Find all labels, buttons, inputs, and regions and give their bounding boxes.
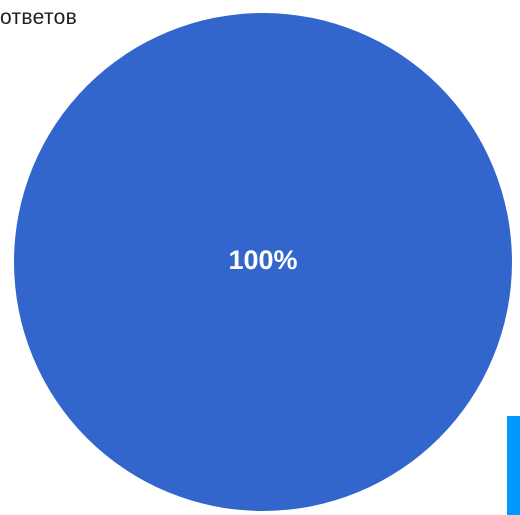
pie-slice-label: 100% xyxy=(228,245,297,275)
response-count-label: ответов xyxy=(0,6,78,29)
legend-color-marker xyxy=(507,416,520,515)
pie-slice[interactable] xyxy=(14,13,512,511)
